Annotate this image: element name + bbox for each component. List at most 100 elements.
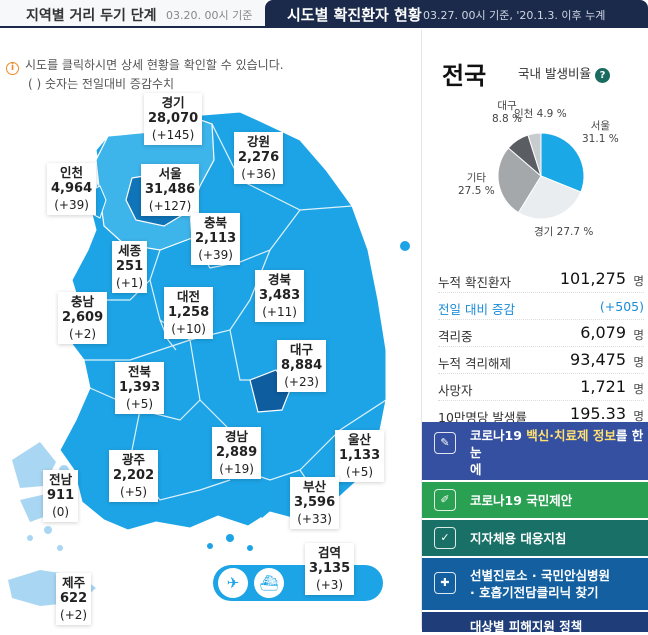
region-change: (+19)	[219, 462, 254, 476]
region-count: 3,483	[259, 288, 301, 303]
stat-key: 전일 대비 증감	[438, 302, 515, 317]
region-label-daegu[interactable]: 대구 8,884 (+23)	[277, 340, 327, 392]
menu-local-guide[interactable]: ✓ 지자체용 대응지침	[422, 520, 648, 556]
header-tabs: 지역별 거리 두기 단계 03.20. 00시 기준 시도별 확진환자 현황 0…	[0, 0, 648, 28]
airplane-icon[interactable]: ✈	[218, 568, 248, 598]
region-count: 1,258	[168, 305, 210, 320]
region-label-jeju[interactable]: 제주 622 (+2)	[56, 573, 92, 625]
stat-key: 10만명당 발생률	[438, 410, 527, 425]
menu-damage-support[interactable]: 대상별 피해지원 정책	[422, 612, 648, 634]
region-name: 전남	[49, 472, 73, 487]
region-count: 911	[47, 488, 75, 503]
menu-vaccine-label: 코로나19 백신·치료제 정보를 한눈 에	[470, 427, 648, 478]
pie-label-seoul: 서울 31.1 %	[582, 120, 619, 146]
menu-clinic-line1: 선별진료소 · 국민안심병원	[470, 568, 610, 583]
menu-vaccine-pre: 코로나19	[470, 428, 527, 443]
stat-unit: 명	[633, 274, 644, 288]
region-label-sejong[interactable]: 세종 251 (+1)	[112, 241, 148, 293]
region-label-gyeongnam[interactable]: 경남 2,889 (+19)	[212, 427, 262, 479]
menu-clinic-line2: · 호흡기전담클리닉 찾기	[470, 585, 599, 600]
stat-unit: 명	[633, 328, 644, 342]
menu-clinic-finder[interactable]: ✚ 선별진료소 · 국민안심병원 · 호흡기전담클리닉 찾기	[422, 558, 648, 610]
region-label-incheon[interactable]: 인천 4,964 (+39)	[47, 163, 97, 215]
region-change: (+39)	[198, 248, 233, 262]
stat-row-cumulative: 누적 확진환자 101,275 명	[438, 266, 644, 293]
region-change: (+39)	[54, 198, 89, 212]
region-change: (0)	[52, 505, 70, 519]
region-count: 31,486	[145, 182, 196, 197]
region-label-daejeon[interactable]: 대전 1,258 (+10)	[164, 287, 214, 339]
region-name: 제주	[62, 575, 86, 590]
region-label-seoul[interactable]: 서울 31,486 (+127)	[141, 164, 200, 216]
notice-line1: 시도를 클릭하시면 상세 현황을 확인할 수 있습니다.	[25, 58, 284, 72]
region-label-gyeonggi[interactable]: 경기 28,070 (+145)	[144, 93, 203, 145]
region-label-gwangju[interactable]: 광주 2,202 (+5)	[109, 450, 159, 502]
region-count: 28,070	[148, 111, 199, 126]
menu-public-proposal[interactable]: ✐ 코로나19 국민제안	[422, 482, 648, 518]
region-name: 세종	[118, 243, 142, 258]
region-name: 울산	[348, 432, 372, 447]
region-change: (+2)	[60, 608, 88, 622]
region-label-busan[interactable]: 부산 3,596 (+33)	[290, 477, 340, 529]
pie-label-daegu-name: 대구	[497, 100, 517, 112]
region-change: (+3)	[316, 578, 344, 592]
region-name: 경남	[225, 429, 249, 444]
region-count: 1,393	[119, 380, 161, 395]
stat-value: 1,721	[580, 377, 626, 396]
region-name: 서울	[158, 166, 182, 181]
tab-cases-date: 03.27. 00시 기준, '20.1.3. 이후 누계	[423, 9, 606, 22]
quarantine-bar: ✈ ⛴	[213, 565, 383, 601]
stat-value: (+505)	[599, 299, 644, 314]
region-change: (+10)	[171, 322, 206, 336]
stat-unit: 명	[633, 382, 644, 396]
region-label-jeonnam[interactable]: 전남 911 (0)	[43, 470, 79, 522]
pie-label-etc-value: 27.5 %	[458, 185, 495, 197]
national-panel: 전국 국내 발생비율? 서울 31.1 % 경기 27.7 % 기타 27.5 …	[422, 30, 648, 634]
stat-value: 101,275	[559, 269, 626, 288]
region-name: 충북	[204, 215, 228, 230]
menu-clinic-label: 선별진료소 · 국민안심병원 · 호흡기전담클리닉 찾기	[470, 567, 610, 601]
region-change: (+5)	[346, 465, 374, 479]
pie-label-daegu: 대구 8.8 %	[492, 100, 522, 126]
tab-regional-cases[interactable]: 시도별 확진환자 현황 03.27. 00시 기준, '20.1.3. 이후 누…	[265, 0, 648, 28]
region-change: (+36)	[241, 167, 276, 181]
stat-row-isolated: 격리중 6,079 명	[438, 320, 644, 347]
region-count: 3,135	[309, 561, 351, 576]
region-change: (+23)	[284, 375, 319, 389]
panel-divider	[421, 30, 422, 629]
menu-vaccine-post: 를 한눈	[470, 428, 644, 460]
region-label-gyeongbuk[interactable]: 경북 3,483 (+11)	[255, 270, 305, 322]
help-icon[interactable]: ?	[594, 68, 610, 83]
region-label-quarantine[interactable]: 검역 3,135 (+3)	[305, 543, 355, 595]
hospital-search-icon: ✚	[434, 572, 456, 594]
pie-label-etc-name: 기타	[466, 172, 487, 184]
tab-distancing[interactable]: 지역별 거리 두기 단계 03.20. 00시 기준	[0, 0, 265, 28]
region-label-gangwon[interactable]: 강원 2,276 (+36)	[234, 132, 284, 184]
region-label-ulsan[interactable]: 울산 1,133 (+5)	[335, 430, 385, 482]
region-label-chungbuk[interactable]: 충북 2,113 (+39)	[191, 213, 241, 265]
region-count: 622	[60, 591, 88, 606]
national-title: 전국	[442, 62, 487, 90]
menu-vaccine-info[interactable]: ✎ 코로나19 백신·치료제 정보를 한눈 에	[422, 422, 648, 480]
region-change: (+145)	[151, 128, 195, 142]
ship-icon[interactable]: ⛴	[254, 568, 284, 598]
region-name: 대구	[290, 342, 314, 357]
checklist-icon: ✓	[434, 527, 456, 549]
region-label-chungnam[interactable]: 충남 2,609 (+2)	[58, 292, 108, 344]
region-name: 강원	[247, 134, 271, 149]
pie-label-seoul-value: 31.1 %	[582, 133, 619, 145]
menu-vaccine-line2: 에	[470, 462, 482, 477]
region-label-jeonbuk[interactable]: 전북 1,393 (+5)	[115, 362, 165, 414]
tab-cases-label: 시도별 확진환자 현황	[287, 6, 422, 24]
region-count: 2,609	[62, 310, 104, 325]
region-name: 충남	[71, 294, 95, 309]
syringe-icon: ✎	[434, 432, 456, 454]
region-name: 인천	[60, 165, 84, 180]
tab-distancing-date: 03.20. 00시 기준	[166, 9, 253, 22]
tab-distancing-label: 지역별 거리 두기 단계	[26, 8, 157, 24]
region-name: 대전	[177, 289, 201, 304]
stat-row-deaths: 사망자 1,721 명	[438, 374, 644, 401]
pie-label-seoul-name: 서울	[590, 120, 611, 132]
info-icon: i	[6, 62, 19, 75]
pie-label-daegu-value: 8.8 %	[492, 113, 523, 125]
